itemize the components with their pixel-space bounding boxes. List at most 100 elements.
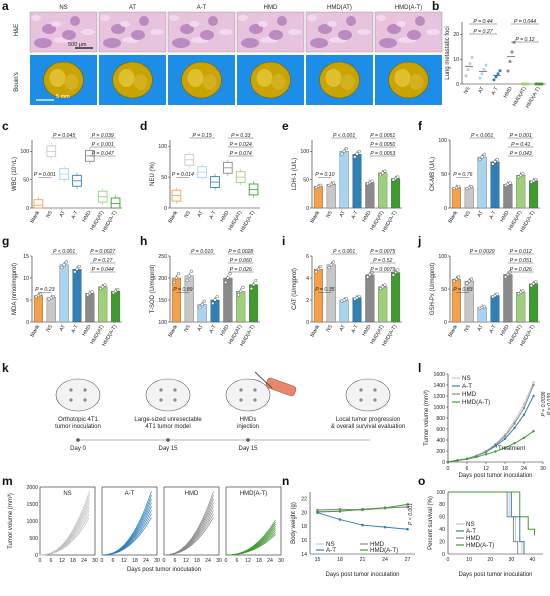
mouse-body bbox=[345, 378, 391, 412]
series-point bbox=[484, 450, 488, 453]
data-point bbox=[198, 305, 202, 310]
data-point bbox=[534, 280, 538, 284]
y-axis-label: MDA (nmol/mgprot) bbox=[12, 263, 18, 315]
data-point bbox=[465, 281, 469, 285]
y-tick-label: 0 bbox=[442, 552, 445, 558]
data-point bbox=[498, 69, 502, 73]
he-tissue-blob bbox=[51, 21, 61, 27]
he-tissue-blob bbox=[120, 21, 130, 27]
bar bbox=[98, 286, 108, 323]
y-tick-label: 50 bbox=[23, 177, 29, 183]
data-point bbox=[355, 152, 359, 156]
bouin-image bbox=[237, 55, 304, 105]
p-value-label: P = 0.044 bbox=[514, 19, 536, 25]
y-axis-label: Body weight (g) bbox=[291, 502, 297, 544]
bar bbox=[477, 156, 487, 209]
p-value-label: P = 0.0075 bbox=[370, 249, 395, 255]
p-value-label: P = 0.045 bbox=[53, 133, 75, 139]
p-value-label: P = 0.0051 bbox=[370, 133, 395, 139]
data-point bbox=[77, 264, 81, 269]
data-point bbox=[496, 72, 500, 76]
x-tick-label: 30 bbox=[508, 557, 514, 563]
tumor-site bbox=[173, 388, 177, 392]
x-tick-label: NS bbox=[463, 324, 472, 334]
he-tissue-blob bbox=[150, 29, 164, 35]
mouse-illustration bbox=[225, 378, 271, 412]
data-point bbox=[516, 292, 521, 296]
bouin-image bbox=[99, 55, 166, 105]
legend-label: A-T bbox=[326, 547, 336, 554]
data-point bbox=[239, 289, 243, 293]
individual-curve bbox=[101, 517, 152, 556]
data-point bbox=[226, 276, 230, 280]
x-tick-label: HMD bbox=[503, 86, 514, 99]
bar bbox=[503, 184, 513, 209]
y-tick-label: 60 bbox=[439, 515, 445, 521]
y-tick-label: 200 bbox=[436, 449, 445, 455]
bar bbox=[313, 186, 323, 209]
x-tick-label: 6 bbox=[236, 558, 239, 564]
he-tissue-blob bbox=[387, 24, 401, 34]
series-point bbox=[532, 383, 535, 387]
data-point bbox=[396, 268, 400, 272]
x-tick-label: AT bbox=[59, 209, 68, 218]
tumor-site bbox=[159, 398, 163, 402]
y-tick-label: 100 bbox=[438, 138, 447, 144]
series-point bbox=[361, 507, 364, 511]
data-point bbox=[540, 82, 544, 86]
x-tick-label: HMD bbox=[219, 210, 230, 223]
y-axis-label: CK-MB (U/L) bbox=[430, 157, 436, 191]
x-tick-label: 6 bbox=[50, 558, 53, 564]
series-point bbox=[503, 437, 507, 441]
timeline-dot bbox=[166, 438, 170, 442]
data-point bbox=[495, 292, 499, 296]
y-axis-label: GSH-Px (U/mgprot) bbox=[430, 263, 436, 315]
y-tick-label: 15 bbox=[23, 254, 29, 260]
he-tissue-blob bbox=[307, 15, 317, 21]
bouin-image bbox=[375, 55, 442, 105]
lung-lobe bbox=[256, 69, 273, 87]
series-point bbox=[406, 505, 409, 509]
tumor-site bbox=[83, 388, 87, 392]
x-tick-label: 6 bbox=[174, 558, 177, 564]
panel-label-m: m bbox=[2, 474, 13, 488]
tumor-site bbox=[83, 398, 87, 402]
data-point bbox=[319, 264, 323, 269]
individual-curve bbox=[39, 517, 90, 556]
series-point bbox=[494, 450, 497, 453]
y-tick-label: 6 bbox=[306, 254, 309, 260]
data-point bbox=[454, 277, 459, 281]
series-point bbox=[456, 459, 459, 462]
x-tick-label: HMD bbox=[499, 324, 510, 337]
x-tick-label: 24 bbox=[81, 558, 87, 564]
he-tissue-blob bbox=[249, 24, 263, 34]
he-tissue-blob bbox=[131, 30, 145, 40]
legend-label: NS bbox=[326, 541, 335, 548]
series-point bbox=[465, 457, 469, 461]
p-value-label: P = 0.014 bbox=[172, 172, 194, 178]
y-tick-label: 0 bbox=[164, 206, 167, 212]
bar bbox=[365, 274, 375, 323]
data-point bbox=[187, 274, 191, 278]
data-point bbox=[101, 285, 105, 289]
x-tick-label: NS bbox=[45, 210, 54, 220]
annotation-treatment: Treatment bbox=[498, 446, 525, 452]
p-value-label: P < 0.001 bbox=[471, 133, 493, 139]
day-label: Day 0 bbox=[70, 446, 86, 452]
bar bbox=[378, 286, 388, 323]
series-point bbox=[406, 527, 409, 531]
data-point bbox=[383, 283, 387, 287]
mouse-body bbox=[225, 378, 271, 412]
y-tick-label: 100 bbox=[436, 490, 445, 496]
p-value-label: P = 0.024 bbox=[230, 142, 252, 148]
data-point bbox=[470, 56, 474, 60]
data-point bbox=[39, 292, 43, 296]
individual-curve bbox=[101, 513, 152, 556]
subplot-frame bbox=[101, 486, 158, 556]
x-tick-label: 12 bbox=[183, 558, 189, 564]
x-tick-label: 30 bbox=[278, 558, 284, 564]
y-tick-label: 16 bbox=[301, 538, 307, 544]
he-group-label: A-T bbox=[197, 5, 207, 11]
